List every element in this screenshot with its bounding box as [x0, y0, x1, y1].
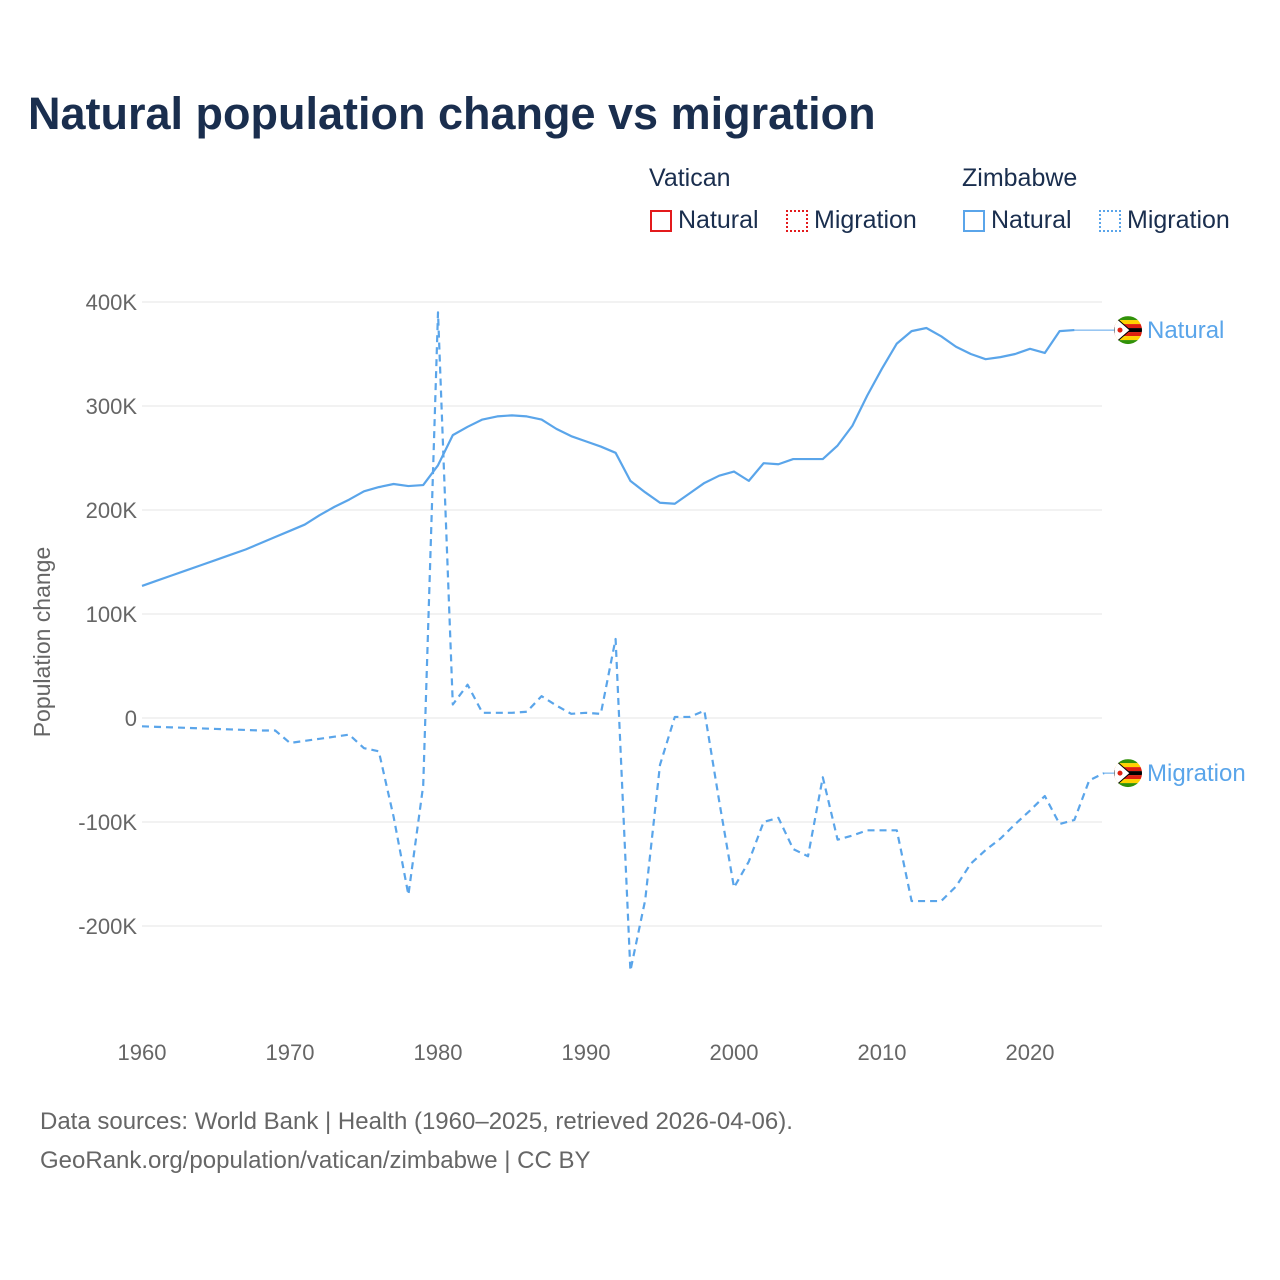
y-tick-label: -100K	[78, 810, 137, 835]
footer-link[interactable]: GeoRank.org/population/vatican/zimbabwe …	[40, 1147, 591, 1174]
flag-stripe	[1114, 763, 1142, 768]
flag-stripe	[1114, 320, 1142, 325]
series-end-label: Natural	[1147, 317, 1224, 344]
series-line-migration	[141, 311, 1105, 972]
zimbabwe-flag-icon	[1114, 316, 1142, 345]
x-tick-label: 2020	[1006, 1040, 1055, 1065]
legend-group-vatican: Vatican	[649, 164, 731, 192]
legend-zimbabwe-migration[interactable]: Migration	[1099, 206, 1230, 235]
flag-body	[1114, 316, 1142, 345]
flag-stripe	[1114, 340, 1142, 345]
legend-label: Natural	[991, 206, 1072, 234]
legend-swatch-solid	[650, 209, 672, 232]
legend-swatch-dotted	[1099, 209, 1121, 232]
flag-stripe	[1114, 316, 1142, 321]
x-tick-label: 1990	[562, 1040, 611, 1065]
legend-swatch-dotted	[786, 209, 808, 232]
x-tick-label: 2010	[858, 1040, 907, 1065]
flag-stripe	[1114, 767, 1142, 772]
legend-label: Migration	[1127, 206, 1230, 234]
flag-body	[1114, 759, 1142, 788]
x-tick-label: 2000	[710, 1040, 759, 1065]
flag-stripe	[1114, 779, 1142, 784]
x-tick-label: 1960	[118, 1040, 167, 1065]
legend-swatch-solid	[963, 209, 985, 232]
x-tick-label: 1970	[266, 1040, 315, 1065]
plot-area: Population change 400K 300K 200K 100K 0 -100K…	[29, 290, 1246, 1065]
flag-stripe	[1114, 783, 1142, 788]
y-tick-label: 100K	[86, 602, 138, 627]
x-tick-label: 1980	[414, 1040, 463, 1065]
legend-vatican-natural[interactable]: Natural	[650, 206, 759, 235]
legend-zimbabwe-natural[interactable]: Natural	[963, 206, 1072, 235]
y-tick-label: 400K	[86, 290, 138, 315]
legend-label: Migration	[814, 206, 917, 234]
series-line-natural	[141, 326, 1075, 587]
flag-stripe	[1114, 332, 1142, 337]
legend-vatican-migration[interactable]: Migration	[786, 206, 917, 235]
y-tick-label: 300K	[86, 394, 138, 419]
flag-stripe	[1114, 759, 1142, 764]
flag-stripe	[1114, 336, 1142, 341]
y-tick-label: 200K	[86, 498, 138, 523]
series-end-label: Migration	[1147, 760, 1246, 787]
flag-stripe	[1114, 324, 1142, 329]
legend-group-zimbabwe: Zimbabwe	[962, 164, 1078, 192]
legend-label: Natural	[678, 206, 759, 234]
footer-sources: Data sources: World Bank | Health (1960–…	[40, 1108, 793, 1135]
flag-star	[1117, 327, 1123, 333]
flag-star	[1117, 770, 1123, 776]
y-axis-label: Population change	[29, 547, 55, 738]
y-tick-label: -200K	[78, 914, 137, 939]
flag-stripe	[1114, 775, 1142, 780]
y-tick-label: 0	[125, 706, 137, 731]
chart-title: Natural population change vs migration	[28, 88, 876, 139]
zimbabwe-flag-icon	[1114, 759, 1142, 788]
